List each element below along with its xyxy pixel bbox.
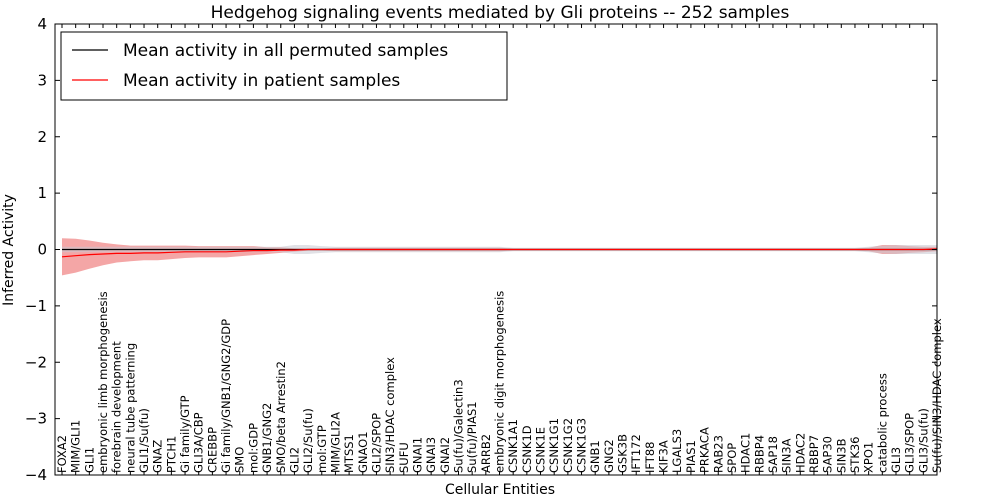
category-label: forebrain development [110,341,124,473]
category-label: RAB23 [711,435,725,473]
category-label: CSNK1D [520,425,534,473]
category-label: GLI2/Su(fu) [301,408,315,473]
band-patient [62,238,937,276]
category-label: SPOP [725,443,739,473]
category-label: STK36 [848,437,862,474]
category-label: IFT88 [643,442,657,473]
category-label: RBBP4 [752,435,766,473]
y-tick-label: −2 [25,353,47,371]
category-label: Su(fu)/Galectin3 [452,379,466,473]
category-label: KIF3A [657,440,671,473]
category-label: GLI2 [287,447,301,473]
category-label: GNB1 [588,440,602,473]
y-tick-label: 1 [37,184,47,202]
category-label: neural tube patterning [123,343,137,473]
y-tick-label: 0 [37,241,47,259]
category-label: IFT172 [629,434,643,473]
category-label: GNAO1 [356,431,370,473]
category-label: MIM/GLI1 [69,420,83,473]
category-label: GLI3 [889,447,903,473]
y-tick-label: 2 [37,128,47,146]
category-label: Gi family/GNB1/GNG2/GDP [219,319,233,473]
category-label: GNAI1 [411,437,425,473]
y-axis-title: Inferred Activity [1,194,17,306]
category-label: CSNK1E [534,427,548,473]
category-label: Gi family/GTP [178,395,192,473]
category-label: GNAI2 [438,437,452,473]
category-label: GNAZ [151,440,165,473]
category-label: GLI3/Su(fu) [916,408,930,473]
confidence-bands [62,238,937,276]
chart-title: Hedgehog signaling events mediated by Gl… [211,3,790,23]
legend-label-patient: Mean activity in patient samples [123,71,400,91]
series-lines [61,248,938,258]
category-label: GLI3A/CBP [192,412,206,473]
legend-label-permuted: Mean activity in all permuted samples [123,41,448,61]
category-label: GNB1/GNG2 [260,403,274,473]
category-label: GLI1/Su(fu) [137,408,151,473]
category-label: embryonic digit morphogenesis [493,291,507,473]
y-tick-label: −4 [25,466,47,484]
category-label: GLI3/SPOP [903,413,917,473]
category-label: SAP18 [766,436,780,473]
category-label: PTCH1 [164,436,178,473]
y-tick-label: −1 [25,297,47,315]
category-label: MTSS1 [342,434,356,473]
category-label: HDAC2 [793,433,807,473]
category-label: catabolic process [875,373,889,473]
x-axis-title: Cellular Entities [445,482,555,498]
category-label: SIN3B [834,438,848,473]
category-label: GLI1 [82,447,96,473]
category-label: SMO/beta Arrestin2 [274,361,288,473]
category-label: PIAS1 [684,440,698,473]
category-label: LGALS3 [670,429,684,473]
category-label: CSNK1G2 [561,418,575,473]
category-label: mol:GTP [315,425,329,473]
category-label: CSNK1G1 [547,418,561,473]
category-label: GNG2 [602,439,616,473]
y-tick-label: −3 [25,410,47,428]
y-tick-label: 4 [37,15,47,33]
category-label: GLI2/SPOP [370,413,384,473]
category-label: embryonic limb morphogenesis [96,291,110,473]
category-label: XPO1 [862,442,876,473]
y-tick-label: 3 [37,71,47,89]
category-label: Su(fu)/SIN3/HDAC complex [930,318,944,473]
category-label: Su(fu)/PIAS1 [465,401,479,473]
x-axis [61,24,938,475]
legend-frame [60,31,508,101]
category-label: SIN3A [780,438,794,473]
category-label: MIM/GLI2A [328,412,342,473]
category-label: mol:GDP [246,423,260,473]
y-axis: 4 3 2 1 0 −1 −2 −3 −4 [25,15,937,484]
category-label: GNAI3 [424,437,438,473]
category-label: HDAC1 [739,433,753,473]
category-label: SMO [233,447,247,473]
series-line-patient [61,248,938,258]
legend: Mean activity in all permuted samples Me… [60,31,508,101]
category-label: SUFU [397,442,411,473]
category-label: SAP30 [821,436,835,473]
category-label: GSK3B [616,434,630,473]
category-label: RBBP7 [807,435,821,473]
category-label: CREBBP [205,427,219,473]
category-label: ARRB2 [479,434,493,473]
category-label: CSNK1G3 [575,418,589,473]
category-labels: FOXA2 MIM/GLI1 GLI1 embryonic limb morphoge… [55,291,944,473]
category-label: FOXA2 [55,435,69,473]
category-label: CSNK1A1 [506,419,520,473]
category-label: PRKACA [698,427,712,473]
category-label: SIN3/HDAC complex [383,357,397,473]
